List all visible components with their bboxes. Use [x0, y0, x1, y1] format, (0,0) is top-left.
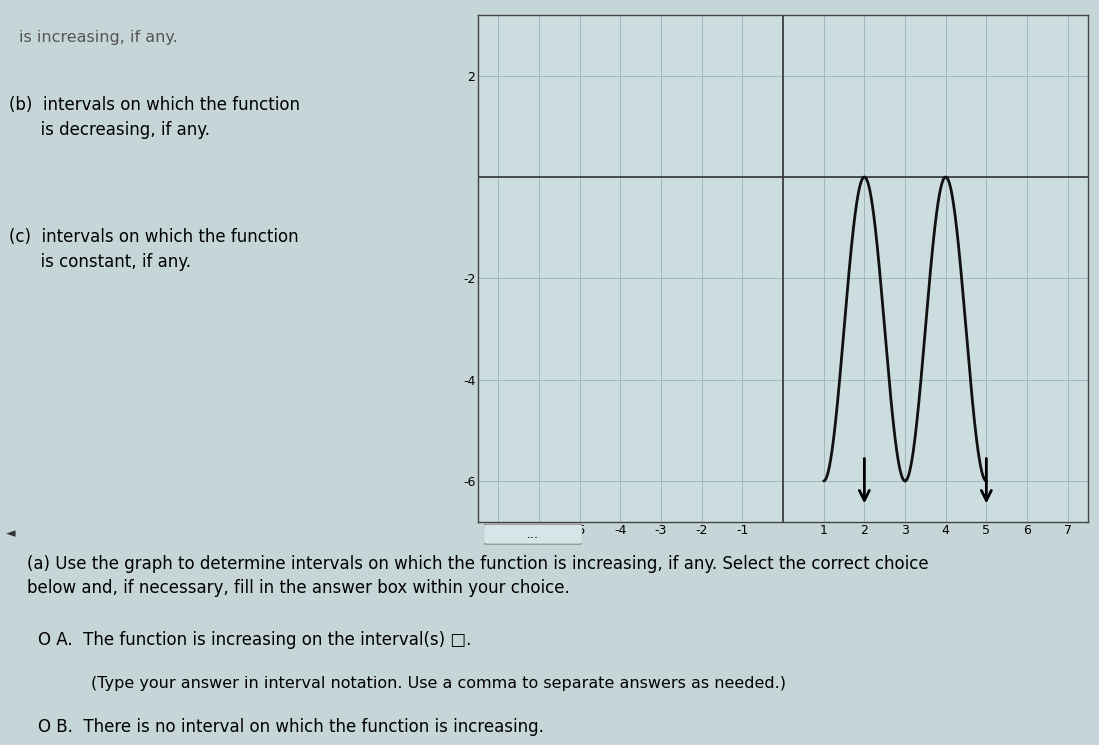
- Text: O B.  There is no interval on which the function is increasing.: O B. There is no interval on which the f…: [38, 717, 544, 735]
- Text: (a) Use the graph to determine intervals on which the function is increasing, if: (a) Use the graph to determine intervals…: [27, 555, 929, 597]
- Text: (c)  intervals on which the function
      is constant, if any.: (c) intervals on which the function is c…: [10, 228, 299, 270]
- Text: (b)  intervals on which the function
      is decreasing, if any.: (b) intervals on which the function is d…: [10, 96, 300, 139]
- Text: ◄: ◄: [5, 527, 15, 540]
- Text: ...: ...: [528, 527, 539, 541]
- Text: O A.  The function is increasing on the interval(s) □.: O A. The function is increasing on the i…: [38, 631, 471, 650]
- Text: is increasing, if any.: is increasing, if any.: [19, 30, 178, 45]
- FancyBboxPatch shape: [484, 524, 582, 544]
- Text: (Type your answer in interval notation. Use a comma to separate answers as neede: (Type your answer in interval notation. …: [91, 676, 786, 691]
